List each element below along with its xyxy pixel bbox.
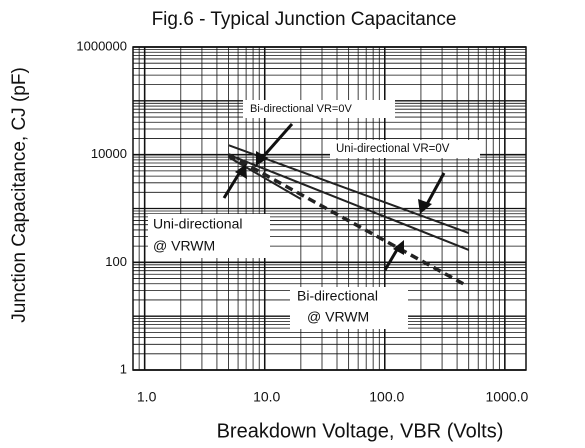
annotation: Bi-directional — [297, 288, 378, 304]
data-line — [228, 156, 302, 200]
annotation: @ VRWM — [307, 309, 369, 325]
y-tick-label: 100 — [105, 254, 127, 269]
lines — [227, 144, 470, 286]
annotation: Uni-directional — [153, 216, 242, 232]
x-tick-label: 100.0 — [369, 389, 404, 405]
annotation: Uni-directional VR=0V — [336, 143, 450, 155]
x-tick-label: 10.0 — [253, 389, 280, 405]
y-tick-label: 1 — [120, 361, 127, 376]
y-axis-label: Junction Capacitance, CJ (pF) — [9, 67, 30, 323]
data-line — [228, 153, 470, 251]
x-tick-label: 1000.0 — [485, 389, 528, 405]
x-tick-label: 1.0 — [137, 389, 157, 405]
y-tick-label: 1000000 — [76, 38, 127, 53]
chart-title: Fig.6 - Typical Junction Capacitance — [152, 9, 457, 30]
labels: 1.0 10.0 100.0 1000.0 1 100 10000 1000000 — [76, 38, 528, 404]
annotation: Bi-directional VR=0V — [250, 103, 352, 115]
annotation: @ VRWM — [153, 238, 215, 254]
x-axis-label: Breakdown Voltage, VBR (Volts) — [217, 420, 504, 442]
y-tick-label: 10000 — [91, 146, 127, 161]
data-line — [228, 144, 470, 234]
arrows — [222, 123, 446, 271]
annotation-boxes — [148, 100, 480, 329]
data-line — [227, 153, 465, 286]
plot-frame — [132, 46, 527, 371]
